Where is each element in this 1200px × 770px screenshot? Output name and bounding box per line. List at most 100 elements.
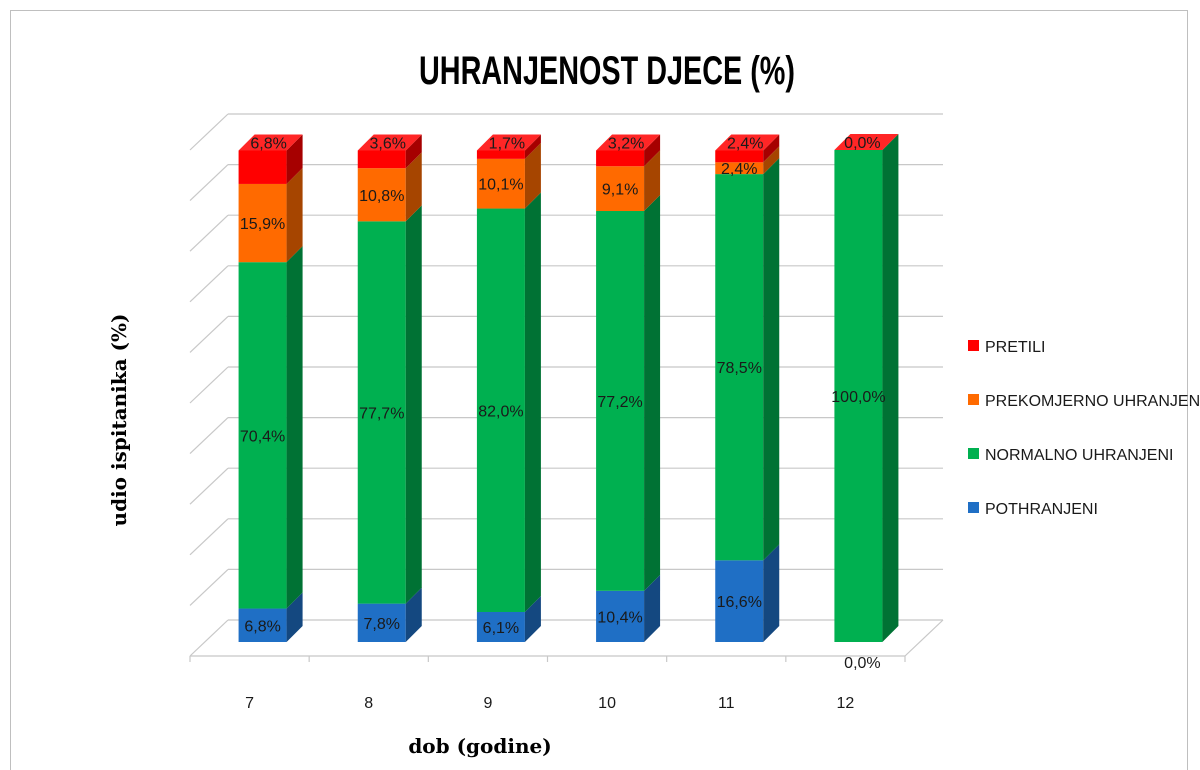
- legend-label: PRETILI: [985, 339, 1045, 356]
- bar-front: [715, 174, 764, 561]
- x-tick-label: 9: [483, 695, 492, 712]
- bar-front: [596, 590, 645, 642]
- grid-lines: [189, 113, 944, 662]
- data-label: 9,1%: [602, 182, 638, 199]
- bar-side: [644, 150, 661, 212]
- bar-front: [596, 211, 645, 591]
- bar-side: [763, 544, 780, 642]
- bar-front: [357, 168, 406, 222]
- bar-front: [357, 603, 406, 642]
- x-tick-labels: 7 8 9 10 11 12: [245, 695, 854, 712]
- bar-segment: [357, 152, 422, 222]
- bar-segment: [238, 134, 303, 184]
- bar-segment: [357, 205, 422, 604]
- bar-side: [405, 587, 422, 642]
- legend-label: PREKOMJERNO UHRANJENI: [985, 393, 1200, 410]
- bar-segment: [476, 192, 541, 612]
- data-label: 3,2%: [608, 135, 644, 152]
- bar-side: [286, 246, 303, 609]
- data-label: 70,4%: [240, 428, 285, 445]
- bar-segment: [476, 142, 541, 209]
- bars-layer: [238, 134, 899, 642]
- chart-frame: [10, 10, 1188, 770]
- bar-segment: [715, 158, 780, 561]
- bar-front: [476, 150, 525, 159]
- bar-front: [238, 150, 287, 184]
- bar-segment: [476, 134, 541, 159]
- x-axis-title: dob (godine): [408, 734, 551, 758]
- bar-side: [763, 158, 780, 561]
- legend-item: NORMALNO UHRANJENI: [968, 447, 1173, 464]
- legend-label: NORMALNO UHRANJENI: [985, 447, 1173, 464]
- bar-segment: [357, 134, 422, 169]
- bar-front: [834, 150, 883, 642]
- data-label: 77,7%: [359, 405, 404, 422]
- data-label: 2,4%: [721, 161, 757, 178]
- bar-top-cap: [596, 134, 661, 151]
- bar-group-9: [476, 134, 541, 642]
- bar-segment: [715, 134, 780, 163]
- bar-side: [524, 134, 541, 159]
- data-label: 6,8%: [250, 135, 286, 152]
- x-tick-label: 12: [837, 695, 855, 712]
- bar-segment: [834, 134, 899, 642]
- bar-top-cap: [834, 134, 899, 150]
- bar-side: [763, 146, 780, 175]
- bar-segment: [596, 195, 661, 591]
- data-label: 100,0%: [831, 389, 885, 406]
- data-labels-layer: 6,8% 70,4% 15,9% 6,8% 7,8% 77,7% 10,8% 3,6% 6,1%…: [240, 135, 886, 672]
- bar-segment: [715, 544, 780, 642]
- bar-top-cap: [238, 134, 303, 151]
- legend-item: POTHRANJENI: [968, 501, 1098, 518]
- bar-group-8: [357, 134, 422, 642]
- bar-group-7: [238, 134, 303, 642]
- bar-segment: [238, 592, 303, 642]
- data-label: 16,6%: [717, 594, 762, 611]
- chart-title: UHRANJENOST DJECE (%): [419, 49, 795, 93]
- legend-swatch: [968, 394, 979, 405]
- bar-segment: [596, 134, 661, 167]
- bar-segment: [715, 146, 780, 175]
- bar-front: [357, 221, 406, 604]
- x-tick-label: 10: [598, 695, 616, 712]
- bar-top-cap: [715, 134, 780, 151]
- bar-front: [596, 150, 645, 167]
- bar-side: [644, 195, 661, 591]
- legend: PRETILI PREKOMJERNO UHRANJENI NORMALNO UHR…: [968, 339, 1200, 518]
- data-label: 0,0%: [844, 655, 880, 672]
- bar-front: [238, 262, 287, 609]
- data-label: 0,0%: [844, 135, 880, 152]
- data-label: 15,9%: [240, 216, 285, 233]
- bar-front: [476, 208, 525, 612]
- bar-segment: [476, 595, 541, 642]
- bar-front: [596, 166, 645, 212]
- bar-segment: [596, 574, 661, 642]
- x-tick-label: 11: [718, 695, 735, 712]
- legend-swatch: [968, 502, 979, 513]
- bar-front: [715, 162, 764, 175]
- legend-item: PREKOMJERNO UHRANJENI: [968, 393, 1200, 410]
- data-label: 10,1%: [478, 177, 523, 194]
- data-label: 2,4%: [727, 135, 763, 152]
- bar-side: [524, 142, 541, 209]
- data-label: 7,8%: [364, 616, 400, 633]
- bar-side: [405, 205, 422, 604]
- bar-side: [286, 167, 303, 263]
- data-label: 6,1%: [483, 620, 519, 637]
- legend-label: POTHRANJENI: [985, 501, 1098, 518]
- bar-side: [644, 134, 661, 167]
- legend-swatch: [968, 448, 979, 459]
- bar-segment: [238, 246, 303, 609]
- bar-side: [763, 134, 780, 163]
- bar-front: [238, 183, 287, 263]
- data-label: 10,8%: [359, 188, 404, 205]
- bar-side: [644, 574, 661, 642]
- data-label: 82,0%: [478, 403, 523, 420]
- bar-front: [715, 560, 764, 642]
- legend-swatch: [968, 340, 979, 351]
- legend-item: PRETILI: [968, 339, 1045, 356]
- bar-segment: [357, 587, 422, 642]
- data-label: 10,4%: [597, 609, 642, 626]
- bar-group-10: [596, 134, 661, 642]
